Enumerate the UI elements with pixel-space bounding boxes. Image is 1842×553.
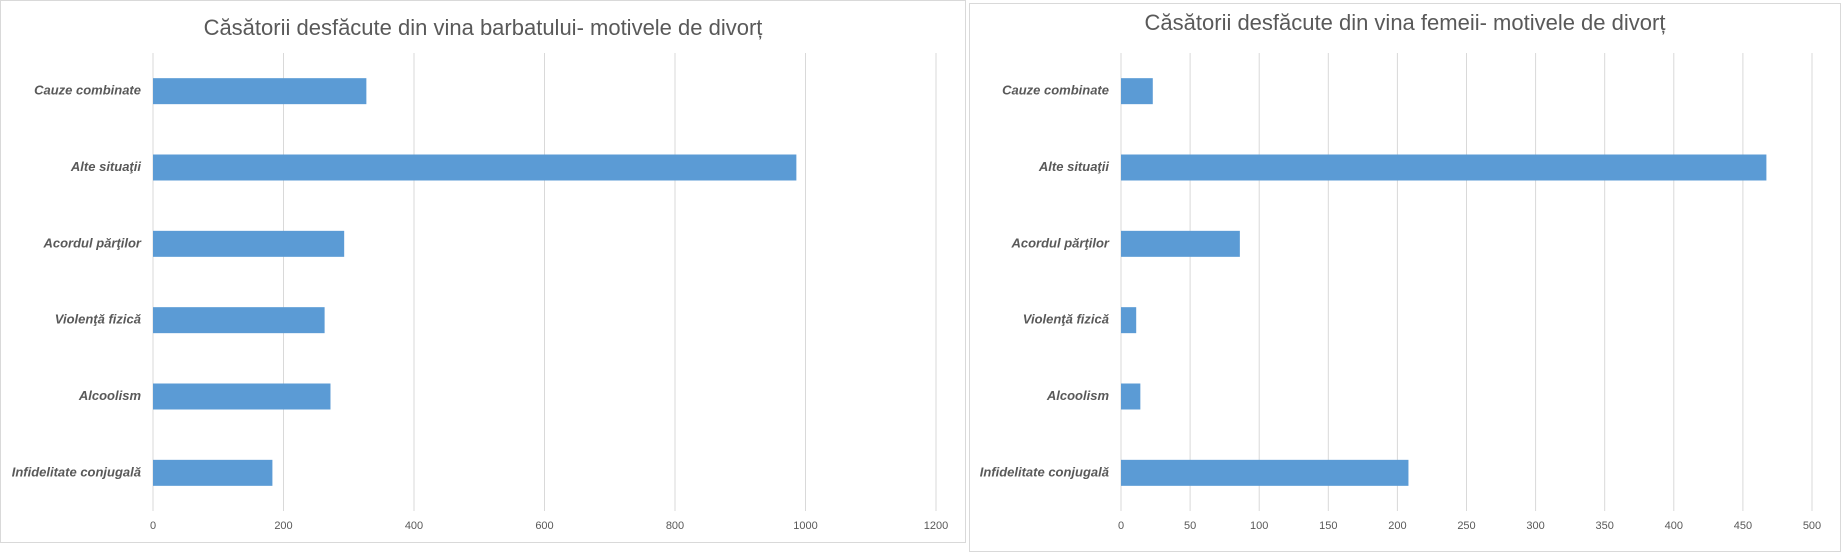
- bar: [1121, 307, 1137, 334]
- x-tick-label: 500: [1803, 520, 1821, 532]
- bar: [1121, 78, 1153, 105]
- chart-title: Căsătorii desfăcute din vina femeii- mot…: [1145, 10, 1666, 35]
- x-tick-label: 400: [1665, 520, 1683, 532]
- x-tick-label: 150: [1319, 520, 1337, 532]
- x-tick-label: 0: [150, 520, 156, 532]
- bar: [153, 307, 325, 334]
- x-tick-label: 200: [1388, 520, 1406, 532]
- bar: [153, 154, 797, 181]
- x-tick-label: 0: [1118, 520, 1124, 532]
- y-tick-label: Acordul părţilor: [1010, 235, 1109, 250]
- x-tick-label: 800: [666, 520, 684, 532]
- y-tick-label: Violenţă fizică: [1023, 312, 1109, 327]
- x-tick-label: 350: [1596, 520, 1614, 532]
- x-tick-label: 450: [1734, 520, 1752, 532]
- chart-title: Căsătorii desfăcute din vina barbatului-…: [204, 15, 763, 40]
- x-tick-label: 1200: [924, 520, 948, 532]
- bar: [153, 78, 367, 105]
- y-tick-label: Alcoolism: [1046, 388, 1110, 403]
- x-tick-label: 200: [274, 520, 292, 532]
- bar: [1121, 154, 1767, 181]
- bar: [1121, 383, 1141, 410]
- y-tick-label: Cauze combinate: [1002, 83, 1109, 98]
- y-tick-label: Infidelitate conjugală: [12, 464, 141, 479]
- x-tick-label: 1000: [793, 520, 817, 532]
- y-tick-label: Acordul părţilor: [42, 235, 141, 250]
- y-tick-label: Alte situaţii: [1038, 159, 1109, 174]
- x-tick-label: 100: [1250, 520, 1268, 532]
- x-tick-label: 50: [1184, 520, 1196, 532]
- bar: [153, 459, 273, 486]
- bar: [153, 230, 345, 257]
- x-tick-label: 600: [535, 520, 553, 532]
- bar: [1121, 459, 1409, 486]
- x-tick-label: 300: [1526, 520, 1544, 532]
- y-tick-label: Cauze combinate: [34, 83, 141, 98]
- y-tick-label: Alcoolism: [78, 388, 142, 403]
- y-tick-label: Alte situaţii: [70, 159, 141, 174]
- x-tick-label: 250: [1457, 520, 1475, 532]
- bar: [1121, 230, 1240, 257]
- y-tick-label: Violenţă fizică: [55, 312, 141, 327]
- y-tick-label: Infidelitate conjugală: [980, 464, 1109, 479]
- bar: [153, 383, 331, 410]
- chart-panel: [0, 0, 966, 543]
- x-tick-label: 400: [405, 520, 423, 532]
